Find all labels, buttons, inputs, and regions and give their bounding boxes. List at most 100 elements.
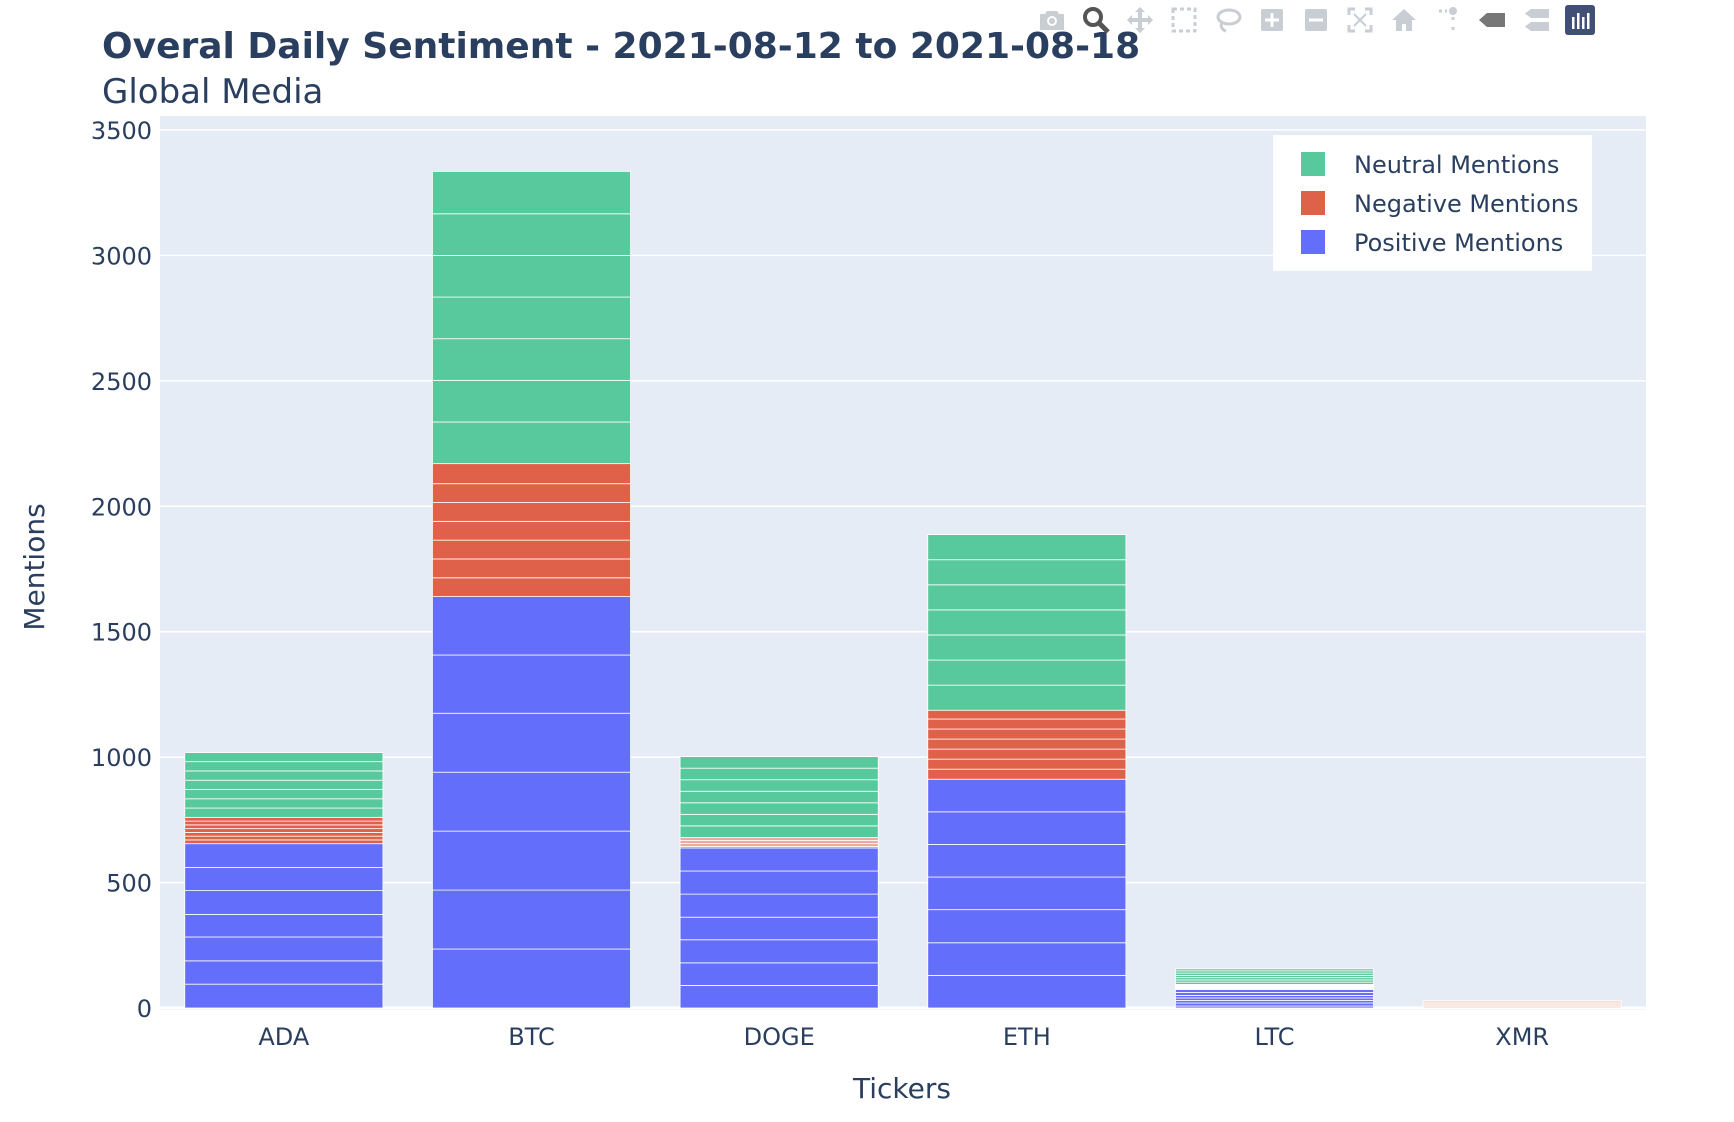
bar-segment[interactable] [432, 379, 631, 423]
bar-segment[interactable] [184, 779, 384, 790]
bar-segment[interactable] [184, 770, 384, 781]
bar-segment[interactable] [679, 790, 879, 804]
bar-segment[interactable] [184, 816, 384, 822]
legend-swatch[interactable] [1301, 191, 1325, 215]
zoom-out-button[interactable] [1294, 2, 1338, 38]
bar-segment[interactable] [1175, 1002, 1374, 1007]
bar-segment[interactable] [432, 539, 631, 560]
bar-segment[interactable] [927, 942, 1127, 976]
bar-segment[interactable] [927, 811, 1127, 845]
bar-segment[interactable] [927, 768, 1127, 780]
bar-segment[interactable] [927, 659, 1127, 686]
bar-segment[interactable] [184, 890, 384, 915]
bar-segment[interactable] [184, 798, 384, 809]
bar-segment[interactable] [432, 948, 631, 1009]
bar-segment[interactable] [927, 876, 1127, 911]
bar-segment[interactable] [432, 170, 631, 215]
bar-segment[interactable] [184, 914, 384, 938]
bar-segment[interactable] [432, 502, 631, 522]
legend-label[interactable]: Neutral Mentions [1354, 151, 1559, 179]
plotly-logo-button[interactable] [1558, 2, 1602, 38]
bar-segment[interactable] [927, 728, 1127, 740]
bar-segment[interactable] [927, 609, 1127, 636]
bar-segment[interactable] [927, 584, 1127, 611]
bar-segment[interactable] [679, 939, 879, 964]
bar-segment[interactable] [1175, 992, 1374, 996]
bar-segment[interactable] [927, 684, 1127, 711]
bar-segment[interactable] [432, 255, 631, 298]
reset-axes-button[interactable] [1382, 2, 1426, 38]
bar-segment[interactable] [927, 778, 1127, 813]
bar-segment[interactable] [432, 520, 631, 541]
bar-segment[interactable] [184, 835, 384, 841]
spike-lines-button[interactable] [1426, 2, 1470, 38]
bar-segment[interactable] [432, 830, 631, 891]
bar-segment[interactable] [679, 779, 879, 792]
bar-segment[interactable] [184, 936, 384, 962]
bar-segment[interactable] [432, 712, 631, 773]
bar-segment[interactable] [184, 867, 384, 891]
bar-segment[interactable] [432, 213, 631, 256]
bar-segment[interactable] [679, 870, 879, 895]
bar-segment[interactable] [679, 802, 879, 815]
bar-segment[interactable] [432, 596, 631, 656]
bar-segment[interactable] [184, 761, 384, 772]
bar-segment[interactable] [184, 832, 384, 837]
zoom-button[interactable] [1074, 2, 1118, 38]
bar-segment[interactable] [432, 654, 631, 714]
camera-button[interactable] [1030, 2, 1074, 38]
bar-segment[interactable] [679, 825, 879, 838]
bar-segment[interactable] [432, 577, 631, 597]
bar-segment[interactable] [927, 758, 1127, 770]
box-select-button[interactable] [1162, 2, 1206, 38]
bar-segment[interactable] [184, 839, 384, 845]
legend-label[interactable]: Negative Mentions [1354, 190, 1579, 218]
legend-label[interactable]: Positive Mentions [1354, 229, 1563, 257]
bar-segment[interactable] [432, 338, 631, 381]
bar-segment[interactable] [927, 534, 1127, 561]
bar-segment[interactable] [432, 889, 631, 950]
zoom-in-button[interactable] [1250, 2, 1294, 38]
bar-segment[interactable] [679, 847, 879, 872]
bar-segment[interactable] [1175, 968, 1374, 972]
lasso-select-button[interactable] [1206, 2, 1250, 38]
bar-segment[interactable] [927, 748, 1127, 760]
bar-segment[interactable] [927, 738, 1127, 750]
bar-segment[interactable] [679, 962, 879, 986]
bar-segment[interactable] [184, 983, 384, 1009]
autoscale-button[interactable] [1338, 2, 1382, 38]
bar-segment[interactable] [184, 960, 384, 985]
bar-segment[interactable] [679, 756, 879, 769]
pan-button[interactable] [1118, 2, 1162, 38]
bar-segment[interactable] [927, 718, 1127, 730]
bar-segment[interactable] [184, 807, 384, 818]
bar-segment[interactable] [1422, 1000, 1622, 1003]
bar-segment[interactable] [184, 843, 384, 868]
bar-segment[interactable] [432, 421, 631, 465]
bar-segment[interactable] [927, 559, 1127, 586]
bar-segment[interactable] [184, 789, 384, 800]
bar-segment[interactable] [927, 844, 1127, 878]
hover-compare-button[interactable] [1514, 2, 1558, 38]
legend-swatch[interactable] [1301, 230, 1325, 254]
bar-segment[interactable] [927, 909, 1127, 944]
bar-segment[interactable] [679, 767, 879, 781]
bar-segment[interactable] [679, 893, 879, 918]
bar-segment[interactable] [679, 916, 879, 941]
bar-segment[interactable] [184, 824, 384, 830]
bar-segment[interactable] [927, 974, 1127, 1009]
bar-segment[interactable] [184, 752, 384, 763]
bar-segment[interactable] [432, 483, 631, 503]
legend-swatch[interactable] [1301, 152, 1325, 176]
bar-segment[interactable] [432, 771, 631, 832]
bar-segment[interactable] [1175, 989, 1374, 993]
bar-segment[interactable] [927, 634, 1127, 661]
hover-closest-button[interactable] [1470, 2, 1514, 38]
bar-segment[interactable] [432, 296, 631, 340]
bar-segment[interactable] [927, 709, 1127, 720]
bar-segment[interactable] [432, 463, 631, 485]
bar-segment[interactable] [679, 985, 879, 1009]
bar-segment[interactable] [432, 558, 631, 579]
bar-segment[interactable] [184, 828, 384, 833]
bar-segment[interactable] [184, 820, 384, 826]
